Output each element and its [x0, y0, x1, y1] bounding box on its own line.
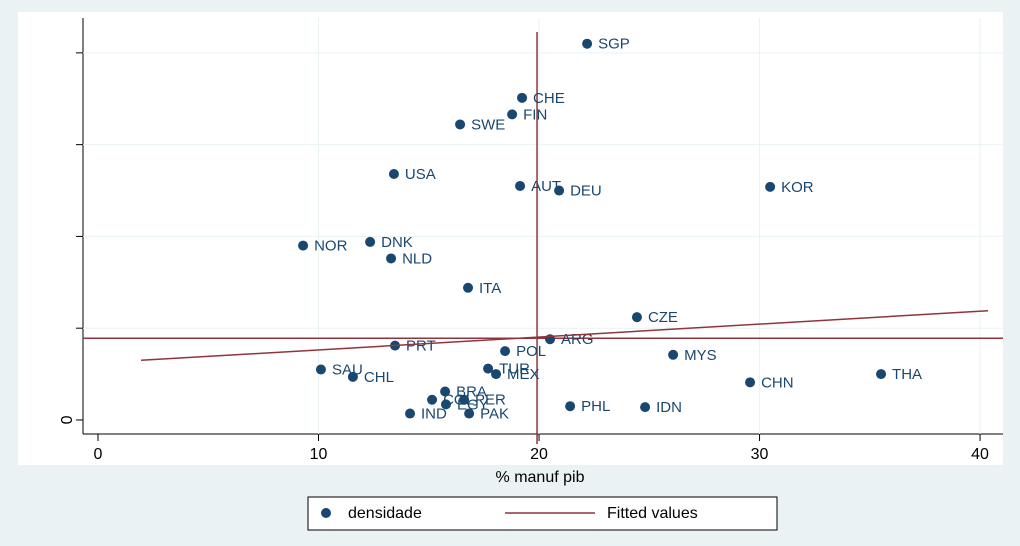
x-tick-label: 0 [94, 446, 103, 463]
point [491, 369, 502, 380]
point [582, 38, 593, 49]
point [507, 109, 518, 120]
legend-label: Fitted values [607, 505, 698, 522]
point-label: SWE [471, 116, 505, 133]
point-label: MEX [507, 366, 540, 383]
point-label: CHE [533, 90, 565, 107]
point-label: DEU [570, 182, 602, 199]
point-label: PER [475, 392, 506, 409]
point-label: POL [516, 343, 546, 360]
point [631, 312, 642, 323]
point-label: CHL [364, 369, 394, 386]
point [463, 282, 474, 293]
point-label: KOR [781, 179, 814, 196]
point-label: IND [421, 406, 447, 423]
point [315, 364, 326, 375]
point-label: IDN [656, 399, 682, 416]
point [565, 401, 576, 412]
point [405, 408, 416, 419]
point-label: SAU [332, 361, 363, 378]
point-label: PAK [480, 406, 509, 423]
fitted-line [140, 310, 989, 362]
point-label: NLD [402, 250, 432, 267]
point-label: TUR [499, 361, 530, 378]
legend-label: densidade [348, 505, 422, 522]
point [459, 394, 470, 405]
x-axis-title: % manuf pib [496, 469, 585, 486]
point-label: THA [892, 366, 922, 383]
point-label: FIN [523, 106, 547, 123]
point [440, 399, 451, 410]
legend-marker [321, 508, 331, 518]
point-label: CZE [648, 309, 678, 326]
point [455, 119, 466, 130]
x-tick-label: 20 [530, 446, 548, 463]
point-label: CHN [761, 374, 794, 391]
point [517, 92, 528, 103]
point-label: USA [405, 166, 436, 183]
plot-background [18, 12, 1003, 465]
point [464, 408, 475, 419]
point [347, 371, 358, 382]
x-tick-label: 40 [971, 446, 989, 463]
point [386, 253, 397, 264]
point [388, 169, 399, 180]
point-label: SGP [598, 36, 630, 53]
point-label: DNK [381, 234, 413, 251]
point [515, 180, 526, 191]
point [365, 236, 376, 247]
point [483, 363, 494, 374]
point [765, 181, 776, 192]
point-label: PRT [406, 338, 436, 355]
point-label: MYS [684, 347, 717, 364]
point-label: NOR [314, 238, 348, 255]
y-tick-label: 0 [59, 415, 76, 424]
point [640, 402, 651, 413]
x-tick-label: 10 [310, 446, 328, 463]
x-tick-label: 30 [751, 446, 769, 463]
point [440, 386, 451, 397]
point-label: PHL [581, 398, 610, 415]
point [298, 240, 309, 251]
point [876, 369, 887, 380]
point [500, 346, 511, 357]
point [668, 349, 679, 360]
point-label: ITA [479, 280, 501, 297]
point [427, 394, 438, 405]
point [554, 185, 565, 196]
point [745, 377, 756, 388]
point-label: AUT [531, 178, 561, 195]
